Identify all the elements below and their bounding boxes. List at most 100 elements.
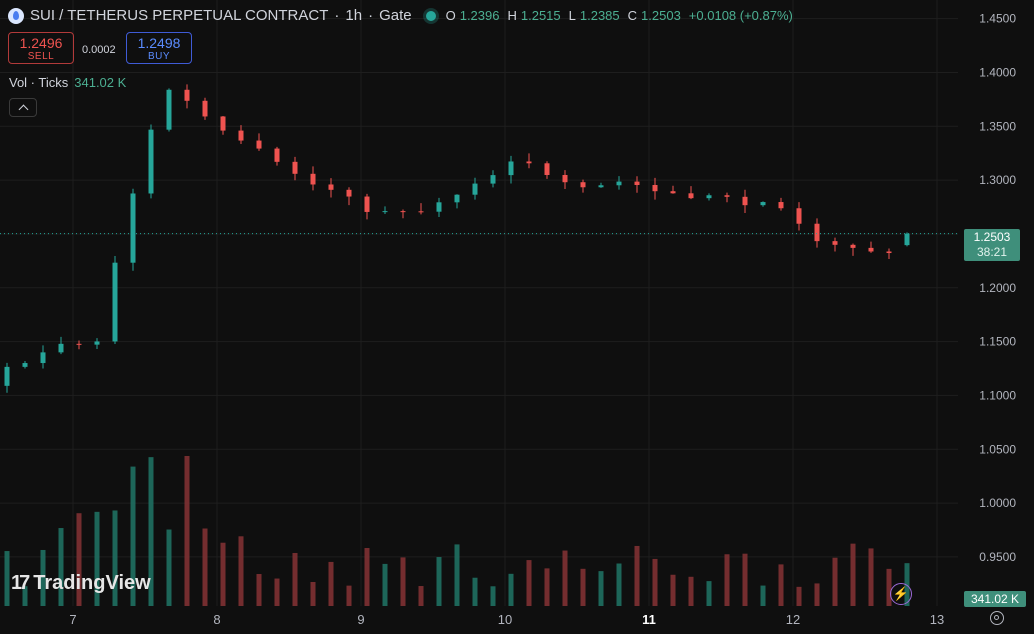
chevron-up-icon — [18, 104, 28, 114]
price-candles — [4, 84, 910, 393]
candle-body — [130, 193, 136, 263]
volume-bar — [238, 536, 244, 606]
volume-bar — [508, 573, 514, 606]
candle-body — [616, 181, 622, 186]
volume-bar — [598, 571, 604, 606]
bar-countdown: 38:21 — [976, 245, 1008, 259]
volume-bar — [400, 557, 406, 606]
volume-bar — [364, 548, 370, 606]
volume-bar — [868, 548, 874, 606]
symbol-name[interactable]: SUI / TETHERUS PERPETUAL CONTRACT — [30, 7, 329, 24]
volume-bar — [670, 574, 676, 606]
buy-price: 1.2498 — [137, 35, 181, 51]
open-label: O — [445, 8, 456, 23]
volume-bar — [724, 554, 730, 606]
volume-bar — [580, 568, 586, 606]
volume-bar — [22, 586, 28, 606]
candle-body — [562, 174, 568, 183]
volume-bar — [688, 576, 694, 606]
time-tick-label: 12 — [786, 612, 800, 627]
candle-body — [328, 184, 334, 190]
volume-bar — [292, 552, 298, 606]
candle-body — [4, 366, 10, 386]
candle-body — [580, 182, 586, 188]
candle-body — [526, 161, 532, 164]
candle-body — [58, 343, 64, 353]
high-label: H — [507, 8, 517, 23]
candle-body — [778, 202, 784, 209]
volume-bar — [796, 586, 802, 606]
symbol-legend[interactable]: SUI / TETHERUS PERPETUAL CONTRACT · 1h ·… — [8, 7, 797, 24]
volume-bar — [562, 550, 568, 606]
volume-bar — [76, 513, 82, 606]
candle-body — [22, 363, 28, 367]
tradingview-logo[interactable]: 17 TradingView — [11, 572, 151, 595]
candle-body — [706, 195, 712, 199]
volume-bar — [832, 557, 838, 606]
candle-body — [382, 211, 388, 213]
separator: · — [334, 7, 340, 24]
candle-body — [508, 161, 514, 176]
candle-body — [238, 130, 244, 141]
sui-coin-icon — [8, 7, 24, 24]
price-tick-label: 1.3500 — [979, 119, 1016, 133]
collapse-legend-button[interactable] — [9, 98, 37, 117]
candle-body — [112, 262, 118, 342]
volume-indicator-label: Vol · Ticks — [9, 75, 69, 90]
price-tick-label: 1.0500 — [979, 442, 1016, 456]
tradingview-mark-icon: 17 — [11, 572, 30, 594]
last-price-value: 1.2503 — [973, 230, 1011, 244]
candle-body — [544, 163, 550, 175]
lightning-icon[interactable]: ⚡ — [890, 583, 912, 605]
exchange-label: Gate — [379, 7, 412, 24]
candle-body — [400, 211, 406, 213]
volume-bar — [814, 583, 820, 606]
volume-bar — [40, 549, 46, 606]
gear-icon[interactable] — [990, 611, 1004, 625]
close-label: C — [627, 8, 638, 23]
candle-body — [256, 140, 262, 149]
price-axis[interactable]: 1.45001.40001.35001.30001.25001.20001.15… — [979, 12, 1016, 564]
price-tick-label: 1.3000 — [979, 173, 1016, 187]
interval-label[interactable]: 1h — [345, 7, 363, 24]
high-value: 1.2515 — [520, 8, 561, 23]
last-volume-badge: 341.02 K — [964, 591, 1026, 607]
price-tick-label: 0.9500 — [979, 550, 1016, 564]
time-tick-label: 7 — [69, 612, 76, 627]
time-tick-label: 8 — [213, 612, 220, 627]
candle-body — [94, 341, 100, 345]
market-open-icon — [425, 10, 436, 21]
time-tick-label: 13 — [930, 612, 944, 627]
price-tick-label: 1.0000 — [979, 496, 1016, 510]
volume-bar — [886, 568, 892, 606]
time-axis[interactable]: 7 8 9 10 11 12 13 — [69, 612, 944, 627]
volume-bar — [652, 558, 658, 606]
volume-bar — [148, 457, 154, 606]
low-value: 1.2385 — [579, 8, 620, 23]
sell-price: 1.2496 — [19, 35, 63, 51]
candle-body — [292, 161, 298, 174]
candle-body — [346, 189, 352, 197]
candle-body — [652, 184, 658, 192]
volume-bar — [634, 545, 640, 606]
volume-bar — [544, 568, 550, 606]
volume-bars — [4, 456, 910, 606]
ohlc-values: O 1.2396 H 1.2515 L 1.2385 C 1.2503 +0.0108 … — [446, 8, 797, 23]
tradingview-wordmark: TradingView — [33, 572, 151, 594]
sell-button[interactable]: 1.2496 SELL — [8, 32, 74, 64]
volume-bar — [4, 551, 10, 606]
volume-bar — [490, 586, 496, 606]
candle-body — [832, 241, 838, 245]
volume-bar — [850, 543, 856, 606]
buy-button[interactable]: 1.2498 BUY — [126, 32, 192, 64]
volume-legend[interactable]: Vol · Ticks 341.02 K — [9, 75, 126, 90]
candle-body — [148, 129, 154, 194]
volume-indicator-value: 341.02 K — [74, 75, 127, 90]
separator: · — [368, 7, 374, 24]
candle-body — [40, 352, 46, 364]
price-tick-label: 1.1000 — [979, 388, 1016, 402]
buy-label: BUY — [147, 51, 171, 62]
candle-body — [634, 181, 640, 185]
volume-bar — [418, 586, 424, 606]
